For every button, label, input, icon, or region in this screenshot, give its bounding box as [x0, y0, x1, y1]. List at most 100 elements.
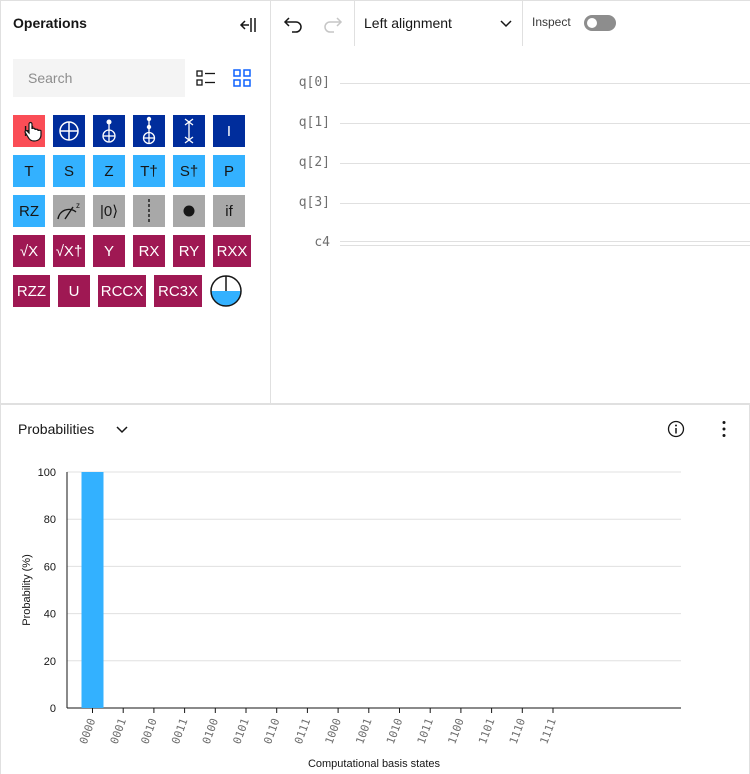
- list-view-icon: [196, 70, 215, 86]
- classical-wire-top[interactable]: [340, 241, 750, 242]
- gate-control[interactable]: [173, 195, 205, 227]
- cnot-target-icon: [59, 121, 79, 141]
- y-tick-label: 40: [44, 609, 56, 621]
- gate-if[interactable]: if: [213, 195, 245, 227]
- gate-p-label: P: [223, 162, 234, 180]
- gate-z-label: Z: [104, 162, 114, 180]
- gate-y-label: Y: [103, 242, 114, 260]
- gate-rc3x-label: RC3X: [157, 282, 198, 300]
- wire-label-c4: c4: [314, 235, 330, 250]
- gate-t-label: T: [24, 162, 34, 180]
- x-tick-label: 1011: [415, 717, 436, 746]
- x-tick-label: 1100: [445, 717, 466, 746]
- visualization-label: Probabilities: [18, 421, 95, 437]
- gate-rzz[interactable]: RZZ: [13, 275, 50, 307]
- wire-label-q3: q[3]: [298, 195, 330, 210]
- qubit-wire[interactable]: [340, 203, 750, 204]
- toffoli-icon: [142, 116, 156, 145]
- gate-cnot[interactable]: [93, 115, 125, 147]
- qubit-wire[interactable]: [340, 163, 750, 164]
- alignment-label: Left alignment: [364, 15, 452, 31]
- composer-toolbar: [271, 0, 750, 46]
- circuit-canvas[interactable]: [272, 46, 750, 404]
- y-tick-label: 20: [44, 656, 56, 668]
- gate-barrier[interactable]: [133, 195, 165, 227]
- x-tick-label: 0101: [231, 717, 252, 746]
- grid-view-button[interactable]: [230, 66, 254, 90]
- gate-sdg[interactable]: S†: [173, 155, 205, 187]
- list-view-button[interactable]: [194, 66, 218, 90]
- gate-ry[interactable]: RY: [173, 235, 205, 267]
- y-axis-title: Probability (%): [21, 554, 33, 626]
- y-tick-label: 0: [50, 703, 56, 715]
- gate-rc3x[interactable]: RC3X: [154, 275, 202, 307]
- x-tick-label: 0111: [292, 717, 313, 746]
- gate-rx-label: RX: [138, 242, 160, 260]
- gate-sdg-label: S†: [179, 162, 199, 180]
- alignment-dropdown[interactable]: Left alignment: [354, 0, 523, 46]
- gate-sxdg-label: √X†: [55, 242, 83, 260]
- chevron-down-icon: [500, 20, 512, 28]
- gate-rz[interactable]: RZ: [13, 195, 45, 227]
- gate-custom[interactable]: [210, 275, 242, 307]
- qubit-wire[interactable]: [340, 123, 750, 124]
- gate-x[interactable]: [53, 115, 85, 147]
- gate-z[interactable]: Z: [93, 155, 125, 187]
- gate-t[interactable]: T: [13, 155, 45, 187]
- gate-measure[interactable]: z: [53, 195, 85, 227]
- qubit-wire[interactable]: [340, 83, 750, 84]
- undo-icon: [283, 17, 302, 33]
- gate-rccx-label: RCCX: [100, 282, 144, 300]
- classical-wire-bottom: [340, 245, 750, 246]
- overflow-menu-button[interactable]: [714, 419, 734, 439]
- info-button[interactable]: [666, 419, 686, 439]
- wire-label-q1: q[1]: [298, 115, 330, 130]
- toggle-knob: [587, 18, 597, 28]
- search-input[interactable]: [13, 59, 185, 97]
- gate-rxx[interactable]: RXX: [213, 235, 251, 267]
- svg-text:z: z: [76, 201, 80, 210]
- gate-u-label: U: [68, 282, 80, 300]
- gate-y[interactable]: Y: [93, 235, 125, 267]
- gate-rccx[interactable]: RCCX: [98, 275, 146, 307]
- gate-sx[interactable]: √X: [13, 235, 45, 267]
- inspect-toggle[interactable]: [584, 15, 616, 31]
- gate-tdg[interactable]: T†: [133, 155, 165, 187]
- x-tick-label: 1000: [323, 717, 344, 746]
- gate-rzz-label: RZZ: [16, 282, 47, 300]
- gate-rx[interactable]: RX: [133, 235, 165, 267]
- x-tick-label: 0011: [169, 717, 190, 746]
- collapse-panel-button[interactable]: [236, 13, 260, 37]
- hand-cursor-icon: [13, 115, 45, 147]
- barrier-icon: [148, 199, 150, 223]
- gate-s[interactable]: S: [53, 155, 85, 187]
- cnot-icon: [102, 119, 116, 143]
- measure-icon: z: [57, 201, 80, 220]
- gate-sxdg[interactable]: √X†: [53, 235, 85, 267]
- x-tick-label: 1110: [507, 717, 528, 746]
- redo-icon: [324, 17, 343, 33]
- operations-header: Operations: [0, 0, 271, 46]
- collapse-icon: [239, 18, 256, 32]
- operations-title: Operations: [13, 15, 87, 31]
- visualization-dropdown[interactable]: Probabilities: [18, 421, 128, 437]
- gate-reset-label: |0⟩: [99, 203, 119, 220]
- undo-button[interactable]: [280, 11, 306, 37]
- inspect-label: Inspect: [532, 15, 571, 29]
- gate-toffoli[interactable]: [133, 115, 165, 147]
- gate-u[interactable]: U: [58, 275, 90, 307]
- gate-swap[interactable]: [173, 115, 205, 147]
- redo-button[interactable]: [320, 11, 346, 37]
- gate-i[interactable]: I: [213, 115, 245, 147]
- panel-divider[interactable]: [0, 403, 750, 405]
- y-tick-label: 60: [44, 561, 56, 573]
- gate-if-label: if: [225, 202, 233, 220]
- x-tick-label: 1101: [476, 717, 497, 746]
- gate-p[interactable]: P: [213, 155, 245, 187]
- x-tick-label: 1001: [353, 717, 374, 746]
- bar-0000[interactable]: [81, 472, 104, 708]
- gate-sx-label: √X: [19, 242, 39, 260]
- x-tick-label: 0110: [261, 717, 282, 746]
- x-axis-title: Computational basis states: [308, 758, 441, 770]
- gate-reset[interactable]: |0⟩: [93, 195, 125, 227]
